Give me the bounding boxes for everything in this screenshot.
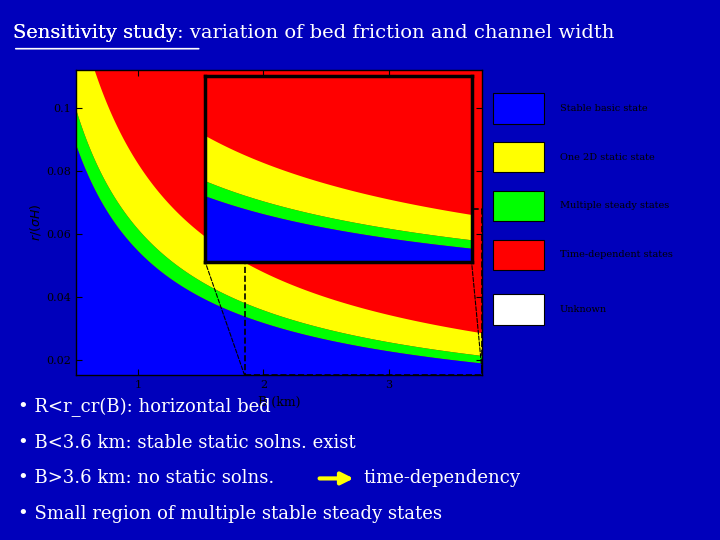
Text: Stable basic state: Stable basic state xyxy=(559,104,647,113)
Text: • Small region of multiple stable steady states: • Small region of multiple stable steady… xyxy=(18,505,442,523)
Text: Unknown: Unknown xyxy=(559,305,607,314)
Text: • R<r_cr(B): horizontal bed: • R<r_cr(B): horizontal bed xyxy=(18,397,271,417)
Text: One 2D static state: One 2D static state xyxy=(559,153,654,161)
Bar xyxy=(493,93,544,124)
Text: Multiple steady states: Multiple steady states xyxy=(559,201,669,211)
Bar xyxy=(493,240,544,270)
Text: Time-dependent states: Time-dependent states xyxy=(559,250,672,259)
Text: Sensitivity study: Sensitivity study xyxy=(13,24,177,42)
Text: time-dependency: time-dependency xyxy=(364,469,521,488)
Bar xyxy=(493,142,544,172)
Y-axis label: $r/(\sigma H)$: $r/(\sigma H)$ xyxy=(28,204,43,241)
Bar xyxy=(245,208,482,375)
Text: Sensitivity study: variation of bed friction and channel width: Sensitivity study: variation of bed fric… xyxy=(13,24,614,42)
Bar xyxy=(493,294,544,325)
Bar xyxy=(493,191,544,221)
Text: • B<3.6 km: stable static solns. exist: • B<3.6 km: stable static solns. exist xyxy=(18,434,356,452)
Text: • B>3.6 km: no static solns.: • B>3.6 km: no static solns. xyxy=(18,469,286,488)
X-axis label: B (km): B (km) xyxy=(258,396,300,409)
